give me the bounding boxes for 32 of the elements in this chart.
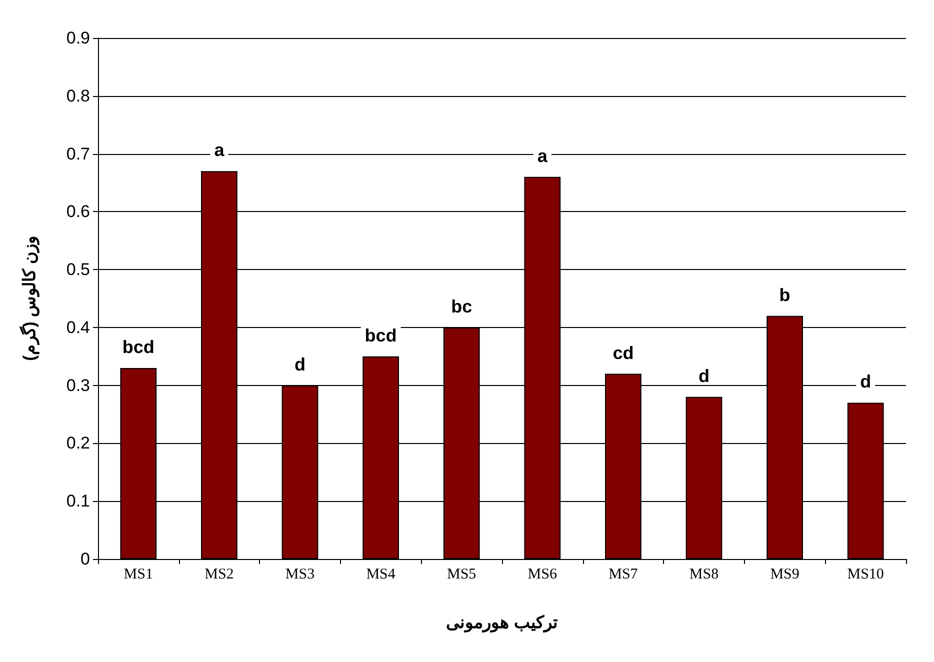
annotation: bc [451, 296, 472, 316]
y-tick-label: 0.2 [66, 434, 90, 453]
y-axis-title: وزن کالوس (گرم) [19, 236, 40, 361]
x-tick-label: MS6 [528, 566, 558, 582]
y-tick-label: 0.9 [66, 28, 90, 48]
y-tick-label: 0.3 [66, 376, 90, 395]
annotation: a [214, 140, 226, 160]
x-tick-label: MS7 [608, 566, 638, 582]
x-tick-label: MS9 [770, 566, 800, 582]
x-tick-label: MS2 [204, 566, 234, 582]
x-tick-label: MS10 [847, 566, 884, 582]
y-tick-label: 0.5 [66, 260, 90, 280]
x-tick-label: MS8 [689, 566, 719, 582]
x-axis-title: ترکیب هورمونی [446, 613, 558, 633]
y-tick-label: 0.1 [66, 492, 90, 511]
x-tick-label: MS4 [366, 566, 396, 582]
annotation: bcd [364, 325, 397, 346]
x-tick-label: MS5 [447, 566, 476, 582]
y-tick-label: 0.7 [66, 144, 90, 164]
annotation: cd [612, 342, 634, 363]
y-tick-label: 0 [80, 550, 90, 568]
x-tick-label: MS3 [285, 566, 315, 582]
y-tick-label: 0.6 [66, 202, 90, 222]
annotation: d [698, 366, 710, 386]
annotation: bcd [122, 336, 154, 357]
annotation: b [779, 284, 790, 305]
annotation: a [537, 146, 548, 166]
annotation: d [294, 354, 306, 374]
y-tick-label: 0.8 [66, 86, 90, 106]
annotation: d [860, 372, 872, 392]
y-tick-label: 0.4 [66, 318, 90, 337]
x-tick-label: MS1 [124, 566, 153, 582]
